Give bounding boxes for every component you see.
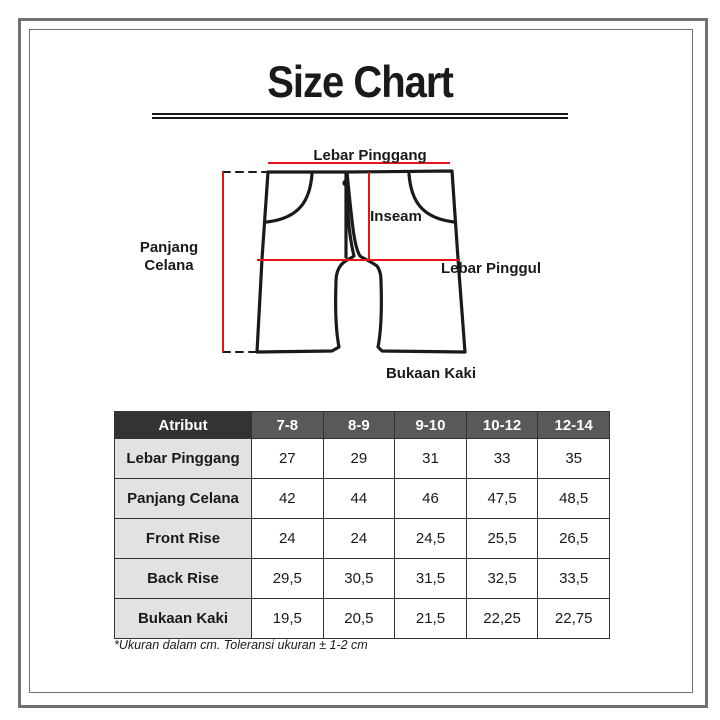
svg-text:Lebar Pinggul: Lebar Pinggul <box>441 260 541 277</box>
svg-text:Celana: Celana <box>144 257 194 274</box>
svg-text:Bukaan Kaki: Bukaan Kaki <box>386 365 476 380</box>
svg-text:Lebar Pinggang: Lebar Pinggang <box>313 147 426 164</box>
svg-text:Inseam: Inseam <box>370 208 422 225</box>
svg-text:Panjang: Panjang <box>140 239 198 256</box>
